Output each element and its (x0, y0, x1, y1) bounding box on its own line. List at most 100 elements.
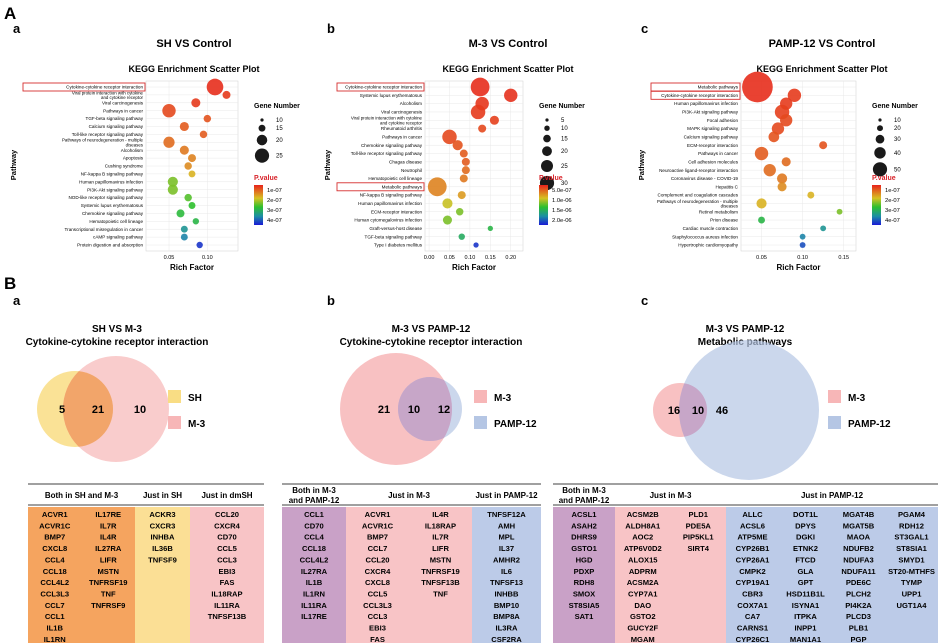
venn-subtitle: Cytokine-cytokine receptor interaction (340, 337, 523, 348)
gene-cell: CYP26C1 (736, 635, 771, 643)
data-point (427, 177, 447, 197)
gene-cell: IL18RAP (425, 521, 456, 530)
venn-circle-2 (679, 340, 819, 480)
gene-cell: PDE6C (846, 578, 872, 587)
panel-letter: c (641, 21, 648, 36)
size-legend-label: 15 (276, 126, 283, 132)
gene-cell: HGD (576, 555, 593, 564)
gene-cell: FTCD (795, 555, 816, 564)
data-point (776, 173, 788, 184)
pathway-label: Apoptosis (123, 156, 144, 161)
y-axis-label: Pathway (323, 149, 332, 180)
chart-subtitle: KEGG Enrichment Scatter Plot (756, 64, 887, 74)
gene-cell: TNFSF13B (421, 578, 460, 587)
pathway-label: Human papillomavirus infection (674, 101, 738, 106)
gene-cell: IL27RA (301, 567, 328, 576)
chart-subtitle: KEGG Enrichment Scatter Plot (128, 64, 259, 74)
gene-cell: HSD11B1L (786, 589, 825, 598)
data-point (188, 202, 196, 209)
venn-count-left: 5 (59, 404, 65, 416)
gene-cell: TNF (433, 589, 448, 598)
gene-cell: PDXP (574, 567, 595, 576)
gene-cell: IL4R (432, 510, 449, 519)
legend-swatch (828, 390, 841, 403)
color-legend-label: 2e-07 (267, 198, 282, 204)
size-legend-label: 25 (561, 164, 568, 170)
legend-swatch (168, 390, 181, 403)
highlight-box (336, 82, 425, 92)
gene-cell: CYP26A1 (736, 555, 771, 564)
gene-table-1: Both in SH and M-3 ACVR1 IL17RE ACVR1C IL7R B… (28, 483, 264, 643)
gene-cell: BMP7 (44, 533, 65, 542)
highlight-box (336, 182, 425, 192)
size-legend-label: 10 (561, 126, 568, 132)
data-point (167, 184, 178, 195)
data-point (442, 129, 457, 145)
gene-cell: CA7 (745, 612, 760, 621)
gene-cell: MGAT5B (843, 521, 875, 530)
data-point (473, 242, 479, 248)
table-column-bg (135, 507, 190, 643)
pathway-label: Protein digestion and absorption (77, 243, 143, 248)
size-legend-dot (258, 124, 266, 132)
x-tick-label: 0.00 (424, 255, 435, 261)
table-column-bg (282, 507, 346, 643)
gene-cell: CCL18 (302, 544, 326, 553)
color-legend-label: 1e-07 (267, 188, 282, 194)
venn-title: SH VS M-3 (92, 324, 142, 335)
gene-cell: CXCL8 (365, 578, 390, 587)
gene-cell: AMH (498, 521, 515, 530)
pathway-label: Pathways in cancer (698, 151, 738, 156)
pathway-label: Focal adhesion (707, 118, 739, 123)
pathway-label: cAMP signaling pathway (93, 235, 144, 240)
gene-cell: TNFSF9 (148, 555, 177, 564)
panel-title: M-3 VS Control (469, 38, 548, 50)
venn-overlap (63, 371, 113, 447)
panel-letter: a (13, 293, 21, 308)
data-point (222, 90, 231, 99)
pathway-label: Calcium signaling pathway (89, 124, 144, 129)
data-point (180, 233, 188, 241)
size-legend-dot (254, 148, 270, 163)
venn-count-right: 12 (438, 404, 450, 416)
gene-cell: ACSL1 (572, 510, 598, 519)
venn-overlap (398, 377, 452, 441)
pathway-label: Type I diabetes mellitus (374, 243, 423, 248)
pathway-label: Toll-like receptor signaling pathway (351, 151, 423, 156)
gene-cell: ISYNA1 (792, 601, 820, 610)
gene-cell: CD70 (217, 533, 236, 542)
data-point (455, 208, 464, 216)
gene-cell: CCL5 (217, 544, 238, 553)
table-header: Just in M-3 (650, 491, 692, 500)
gene-cell: ST8SIA1 (896, 544, 928, 553)
panel-title: PAMP-12 VS Control (769, 38, 876, 50)
pathway-label: NF-kappa B signaling pathway (81, 172, 144, 177)
venn-title: M-3 VS PAMP-12 (706, 324, 785, 335)
size-legend-dot (545, 118, 549, 122)
gene-cell: ATP6V0D2 (624, 544, 662, 553)
gene-cell: COX7A1 (737, 601, 768, 610)
gene-cell: RDH8 (574, 578, 595, 587)
gene-cell: PGAM4 (898, 510, 926, 519)
pathway-label: Hypertrophic cardiomyopathy (678, 243, 738, 248)
data-point (196, 241, 203, 249)
gene-cell: CMPK2 (739, 567, 766, 576)
color-legend-label: 1.0e-06 (552, 198, 572, 204)
data-point (179, 121, 189, 132)
plot-frame (740, 80, 857, 252)
gene-cell: CCL20 (215, 510, 239, 519)
size-legend-label: 30 (561, 181, 568, 187)
gene-cell: GSTO2 (630, 612, 656, 621)
pathway-label: Hematopoietic cell lineage (89, 219, 143, 224)
pathway-label: Chemokine signaling pathway (361, 143, 423, 148)
pathway-label: Neuroactive ligand-receptor interaction (659, 168, 738, 173)
data-point (442, 198, 453, 209)
table-header: Just in dmSH (201, 491, 252, 500)
gene-cell: CXCR4 (214, 521, 241, 530)
gene-cell: CD70 (304, 521, 323, 530)
table-header: Just in PAMP-12 (801, 491, 864, 500)
gene-cell: CCL3L3 (363, 601, 392, 610)
pathway-label: Cytokine-cytokine receptor interaction (661, 93, 738, 98)
size-legend-label: 15 (561, 137, 568, 143)
gene-cell: ACSM2B (627, 510, 660, 519)
